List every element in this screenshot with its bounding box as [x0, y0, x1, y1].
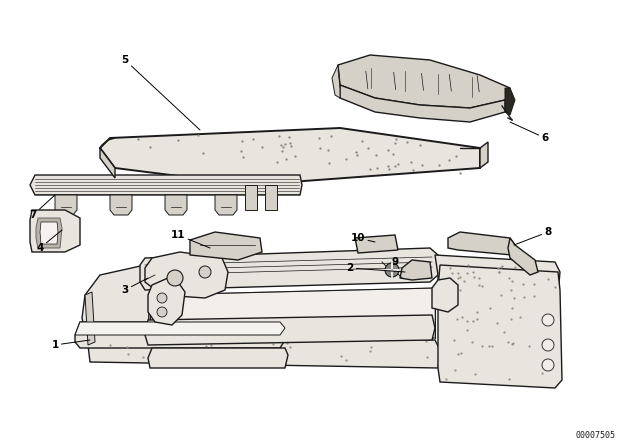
Polygon shape	[30, 175, 302, 195]
Polygon shape	[100, 128, 480, 185]
Polygon shape	[148, 348, 288, 368]
Polygon shape	[265, 185, 277, 210]
Polygon shape	[100, 148, 115, 178]
Polygon shape	[85, 292, 95, 345]
Circle shape	[199, 266, 211, 278]
Polygon shape	[75, 322, 285, 335]
Polygon shape	[435, 255, 560, 295]
Polygon shape	[140, 248, 438, 290]
Text: 11: 11	[171, 230, 210, 248]
Polygon shape	[145, 315, 435, 345]
Circle shape	[542, 314, 554, 326]
Polygon shape	[150, 288, 435, 342]
Circle shape	[542, 359, 554, 371]
Circle shape	[157, 307, 167, 317]
Text: 8: 8	[514, 227, 552, 245]
Polygon shape	[82, 265, 150, 348]
Polygon shape	[88, 335, 440, 368]
Polygon shape	[432, 278, 458, 312]
Text: 5: 5	[122, 55, 200, 130]
Polygon shape	[340, 85, 505, 122]
Polygon shape	[448, 232, 515, 255]
Polygon shape	[508, 238, 538, 275]
Circle shape	[167, 270, 183, 286]
Text: 4: 4	[36, 230, 62, 253]
Text: 00007505: 00007505	[575, 431, 615, 439]
Polygon shape	[245, 185, 257, 210]
Polygon shape	[55, 195, 77, 215]
Polygon shape	[75, 322, 285, 348]
Circle shape	[157, 293, 167, 303]
Polygon shape	[145, 252, 228, 298]
Polygon shape	[190, 232, 262, 260]
Text: 6: 6	[510, 122, 548, 143]
Text: 7: 7	[29, 195, 55, 220]
Polygon shape	[355, 235, 398, 253]
Polygon shape	[215, 195, 237, 215]
Polygon shape	[400, 260, 432, 280]
Polygon shape	[338, 55, 510, 108]
Polygon shape	[148, 278, 185, 325]
Polygon shape	[36, 218, 62, 248]
Text: 10: 10	[351, 233, 375, 243]
Polygon shape	[110, 195, 132, 215]
Text: 1: 1	[51, 340, 90, 350]
Polygon shape	[480, 142, 488, 168]
Polygon shape	[505, 88, 515, 115]
Circle shape	[385, 263, 399, 277]
Polygon shape	[30, 210, 80, 252]
Text: 3: 3	[122, 278, 148, 295]
Circle shape	[542, 339, 554, 351]
Polygon shape	[165, 195, 187, 215]
Polygon shape	[438, 265, 562, 388]
Text: 2: 2	[346, 263, 405, 273]
Text: 9: 9	[392, 257, 399, 270]
Polygon shape	[40, 222, 58, 244]
Polygon shape	[332, 65, 340, 98]
